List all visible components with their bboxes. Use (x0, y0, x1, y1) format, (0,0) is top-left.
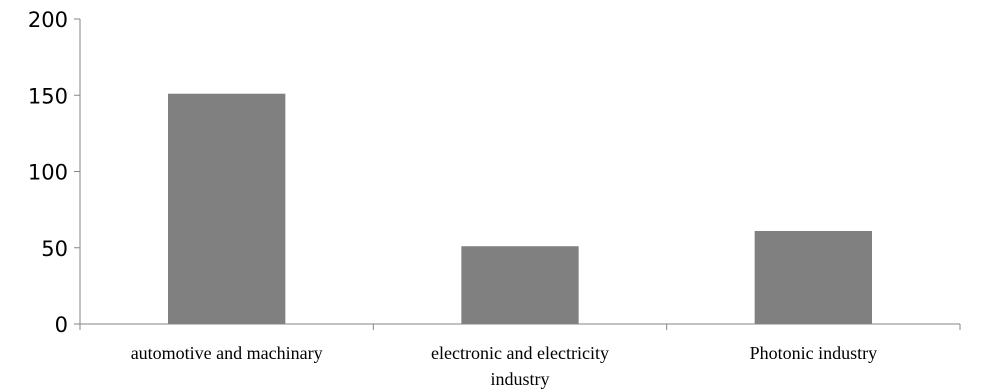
x-tick-label: Photonic industry (750, 343, 878, 363)
y-axis: 0 50 100 150 200 (28, 8, 81, 337)
y-tick-label: 50 (41, 237, 68, 261)
y-tick-label: 0 (55, 313, 68, 337)
y-tick-label: 200 (28, 8, 68, 32)
x-axis: automotive and machinary electronic and e… (79, 323, 961, 389)
bar (754, 230, 872, 324)
x-tick-label-line: industry (490, 369, 549, 389)
bar (168, 93, 286, 324)
x-tick-label-line: electronic and electricity (431, 343, 609, 363)
x-tick-label: electronic and electricity industry (431, 343, 609, 389)
x-tick-label-line: Photonic industry (750, 343, 878, 363)
y-tick-label: 150 (28, 84, 68, 108)
x-tick-label: automotive and machinary (131, 343, 323, 363)
y-tick-label: 100 (28, 161, 68, 185)
x-tick-label-line: automotive and machinary (131, 343, 323, 363)
bars (168, 93, 872, 324)
bar (461, 246, 579, 324)
